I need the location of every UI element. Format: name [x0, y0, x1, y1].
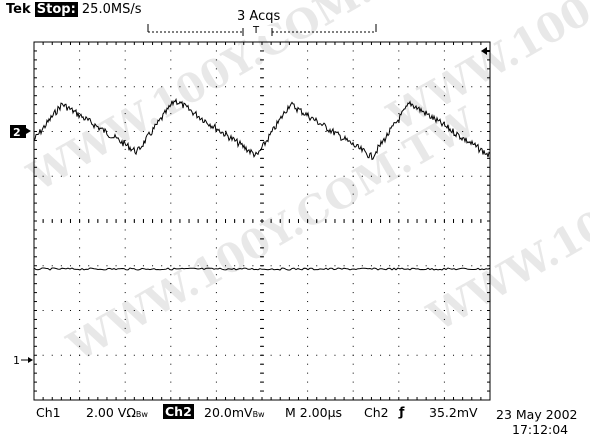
time-readout: 17:12:04 [512, 422, 569, 437]
trigger-position-icon [481, 47, 487, 55]
header-status: Tek Stop: 25.0MS/s [6, 2, 141, 17]
trigger-slope-icon: ƒ [399, 404, 405, 419]
record-view-bar [147, 24, 377, 36]
ch2-bw-icon: Bw [252, 410, 265, 419]
ch2-scale: 20.0mVBw [204, 405, 265, 420]
date-readout: 23 May 2002 [496, 407, 578, 422]
brand-label: Tek [6, 2, 31, 17]
ch1-marker-label: 1 [13, 354, 20, 367]
ch1-label: Ch1 [36, 405, 61, 420]
ch1-trace [33, 267, 491, 271]
sample-rate: 25.0MS/s [81, 2, 142, 17]
timebase: M 2.00µs [285, 405, 343, 420]
ch2-trace [33, 97, 491, 161]
acquisition-count: 3 Acqs [237, 9, 281, 24]
ch1-ground-marker: 1 [13, 354, 33, 367]
trigger-source: Ch2 [364, 405, 389, 420]
trigger-level: 35.2mV [429, 405, 478, 420]
graticule [33, 41, 491, 401]
run-state-badge: Stop: [34, 2, 78, 17]
ch2-label: Ch2 [163, 404, 194, 419]
ch2-marker-label: 2 [13, 126, 21, 139]
ch1-bw-icon: Bw [135, 410, 148, 419]
ch2-ground-marker: 2 [10, 125, 31, 139]
trigger-marker: T [253, 25, 260, 36]
ch1-scale: 2.00 VΩBw [86, 405, 148, 420]
